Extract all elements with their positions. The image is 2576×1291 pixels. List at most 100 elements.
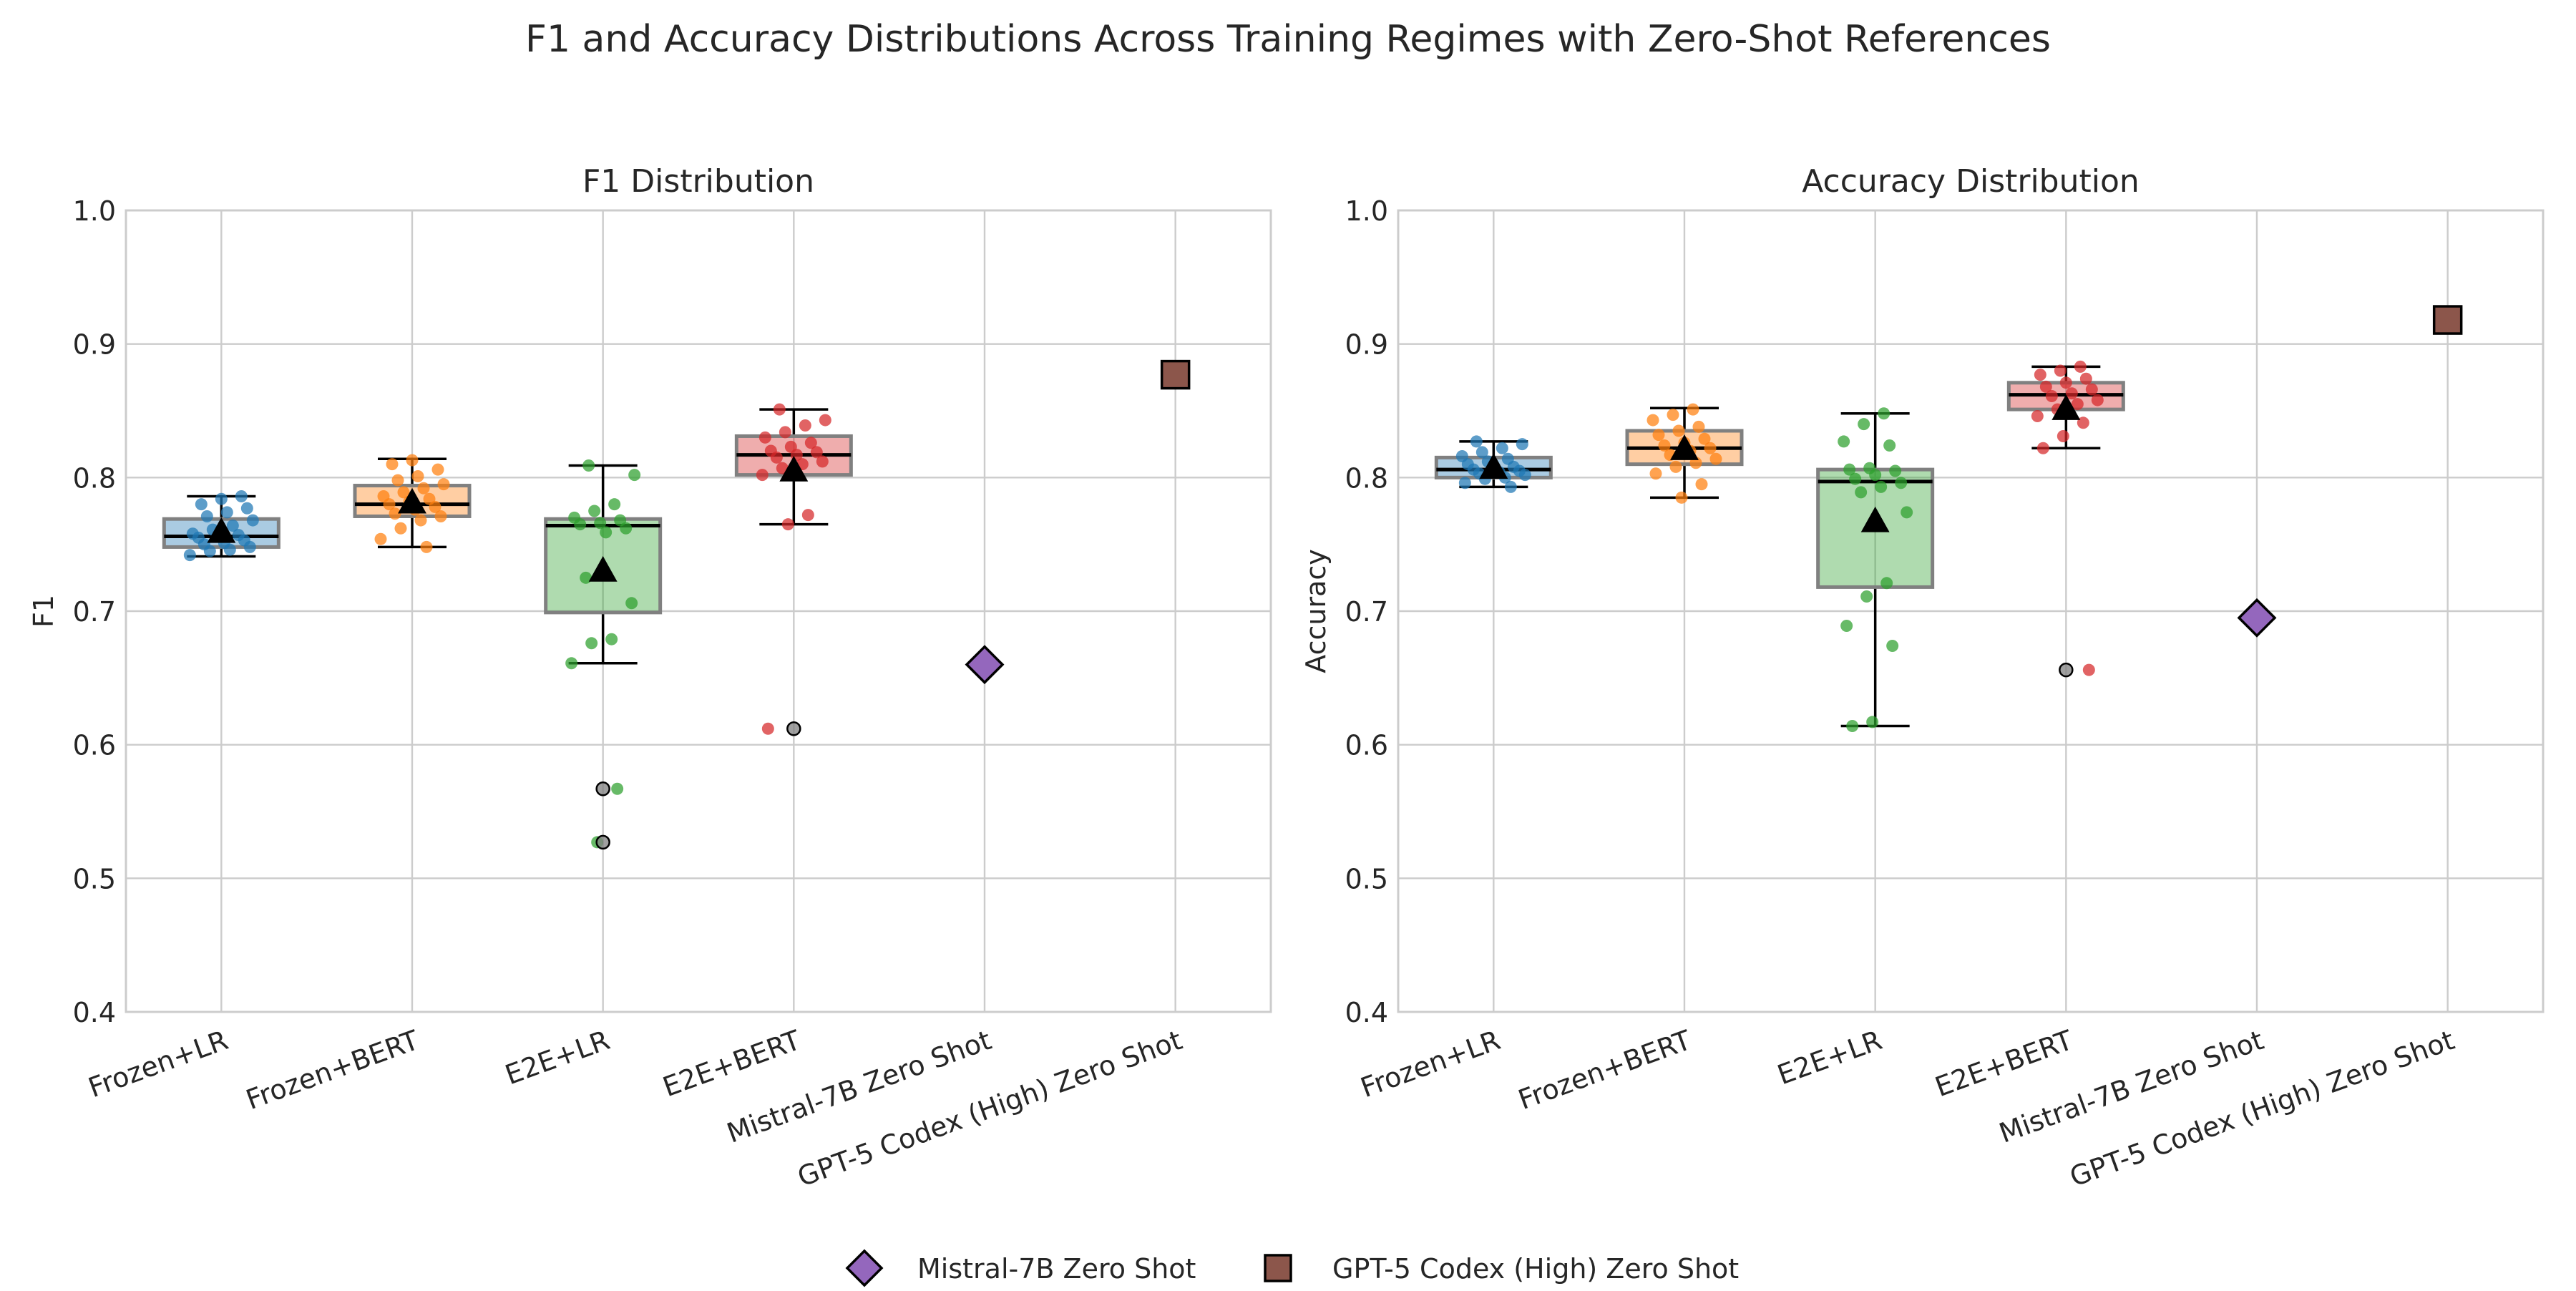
data-point — [1709, 452, 1722, 465]
data-point — [756, 469, 769, 482]
mean-marker — [779, 456, 809, 482]
data-point — [1458, 477, 1471, 489]
data-point — [1855, 486, 1868, 499]
data-point — [1687, 403, 1699, 416]
data-point — [377, 489, 390, 502]
panel-title: Accuracy Distribution — [1802, 163, 2140, 200]
data-point — [2082, 663, 2095, 676]
box-group-frozen-lr — [1434, 435, 1553, 493]
data-point — [1704, 442, 1717, 454]
data-point — [784, 440, 797, 453]
outlier-point — [595, 834, 610, 850]
data-point — [1875, 480, 1888, 493]
data-point — [235, 489, 248, 502]
data-point — [2074, 360, 2087, 373]
data-point — [397, 486, 410, 499]
data-point — [600, 526, 613, 539]
data-point — [582, 459, 595, 472]
y-tick-label: 0.8 — [73, 462, 116, 494]
y-tick-label: 0.5 — [73, 863, 116, 895]
figure-title: F1 and Accuracy Distributions Across Tra… — [525, 18, 2051, 61]
data-point — [437, 478, 450, 491]
legend-label: GPT-5 Codex (High) Zero Shot — [1332, 1253, 1739, 1285]
outlier-point — [595, 781, 610, 796]
data-point — [420, 540, 433, 553]
data-point — [1501, 452, 1514, 465]
y-axis-label: F1 — [28, 595, 59, 628]
data-point — [414, 514, 427, 527]
data-point — [2034, 369, 2046, 381]
data-point — [1496, 442, 1508, 454]
data-point — [819, 414, 831, 427]
data-point — [781, 518, 794, 531]
data-point — [183, 549, 196, 562]
x-tick-label: E2E+BERT — [1931, 1024, 2078, 1103]
data-point — [411, 469, 424, 482]
data-point — [605, 633, 618, 646]
data-point — [779, 426, 791, 439]
data-point — [389, 507, 401, 520]
data-point — [1863, 462, 1876, 474]
box-group-e2e-bert — [734, 403, 853, 736]
data-point — [1672, 424, 1685, 437]
data-point — [391, 474, 404, 487]
box-group-e2e-lr — [544, 459, 663, 850]
data-point — [585, 637, 598, 650]
y-tick-label: 1.0 — [1345, 195, 1388, 227]
data-point — [1901, 506, 1913, 519]
data-point — [417, 482, 430, 495]
data-point — [614, 514, 627, 527]
panel-title: F1 Distribution — [582, 163, 814, 200]
data-point — [773, 403, 786, 416]
data-point — [568, 511, 581, 524]
box-group-e2e-bert — [2006, 360, 2125, 678]
data-point — [1838, 435, 1850, 448]
data-point — [1880, 577, 1893, 590]
box-group-frozen-lr — [162, 489, 280, 562]
data-point — [1516, 438, 1528, 451]
box-group-frozen-bert — [353, 454, 472, 553]
y-tick-label: 0.6 — [73, 730, 116, 761]
data-point — [1883, 439, 1896, 452]
data-point — [1504, 480, 1517, 493]
data-point — [1858, 418, 1870, 431]
data-point — [1860, 590, 1873, 603]
data-point — [758, 431, 771, 444]
y-tick-label: 0.4 — [73, 997, 116, 1028]
y-tick-label: 0.9 — [73, 329, 116, 361]
x-tick-label: E2E+BERT — [659, 1024, 806, 1103]
data-point — [628, 469, 641, 482]
mean-marker — [588, 556, 618, 582]
reference-diamond-marker — [965, 645, 1005, 685]
mean-marker — [1860, 506, 1890, 532]
legend-square-marker — [1264, 1254, 1292, 1282]
legend-label: Mistral-7B Zero Shot — [917, 1253, 1196, 1285]
data-point — [801, 509, 814, 522]
mean-marker — [1670, 434, 1699, 460]
box-group-e2e-lr — [1816, 407, 1935, 733]
data-point — [386, 458, 399, 471]
y-tick-label: 0.6 — [1345, 730, 1388, 761]
data-point — [2036, 442, 2049, 454]
data-point — [625, 597, 638, 610]
data-point — [434, 510, 447, 522]
y-tick-label: 0.5 — [1345, 863, 1388, 895]
data-point — [1692, 420, 1705, 433]
data-point — [2059, 376, 2072, 389]
data-point — [2091, 394, 2104, 406]
data-point — [2085, 383, 2098, 396]
x-tick-label: Frozen+LR — [1357, 1024, 1505, 1104]
x-tick-label: Frozen+BERT — [1514, 1024, 1696, 1116]
data-point — [195, 498, 208, 511]
x-tick-label: E2E+LR — [501, 1024, 614, 1091]
data-point — [2031, 409, 2044, 422]
y-tick-label: 1.0 — [73, 195, 116, 227]
reference-square-marker — [1160, 359, 1191, 390]
data-point — [220, 506, 233, 519]
legend-diamond-marker — [845, 1249, 884, 1287]
data-point — [1886, 640, 1899, 653]
data-point — [1675, 491, 1688, 504]
data-point — [594, 517, 607, 530]
